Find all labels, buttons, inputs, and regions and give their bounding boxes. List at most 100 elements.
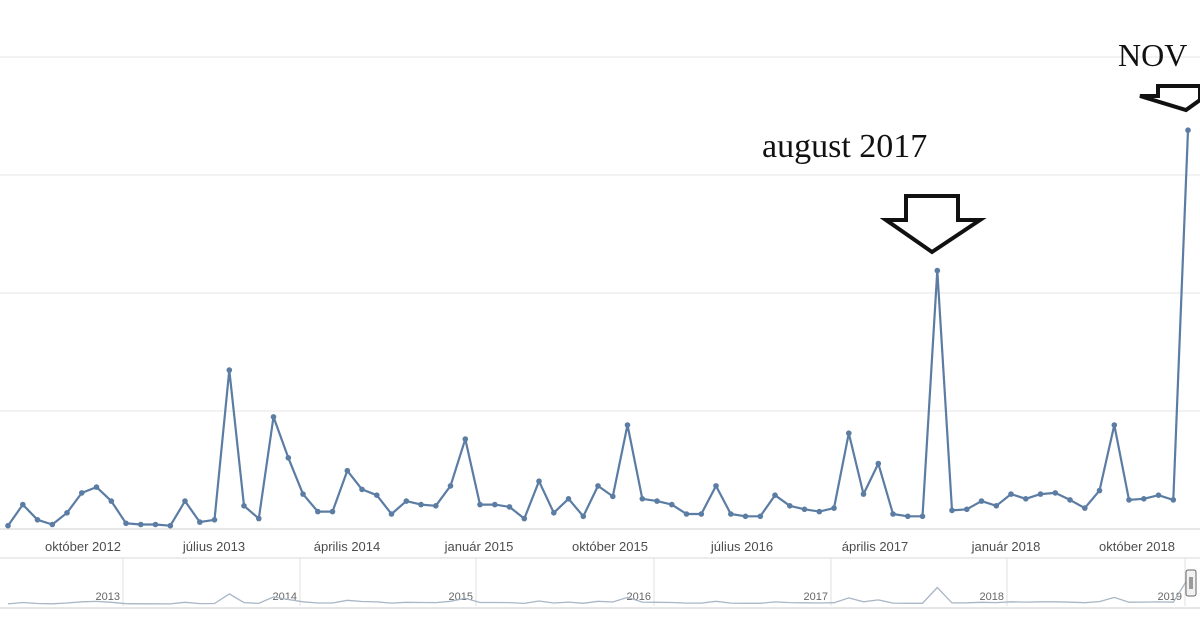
data-point xyxy=(580,513,587,520)
data-point xyxy=(551,510,557,516)
data-point xyxy=(34,517,41,523)
navigator[interactable]: 2013 2014 2015 2016 2017 2018 2019 xyxy=(0,557,1200,610)
data-point xyxy=(919,513,926,520)
data-point xyxy=(698,511,705,517)
data-point xyxy=(610,493,616,500)
data-point xyxy=(1096,487,1103,494)
data-point xyxy=(492,501,498,508)
annotation-nov: NOV xyxy=(1118,37,1200,113)
data-point xyxy=(934,267,941,274)
down-arrow-icon xyxy=(1139,84,1200,113)
x-tick-label: július 2016 xyxy=(710,539,773,554)
data-point xyxy=(654,498,660,504)
data-point xyxy=(1023,496,1029,502)
data-point xyxy=(182,498,188,504)
data-point xyxy=(315,508,321,515)
data-point xyxy=(536,478,542,485)
navigator-year-label: 2018 xyxy=(980,591,1004,603)
x-tick-label: január 2015 xyxy=(444,539,514,554)
grid-lines xyxy=(0,56,1200,412)
data-point xyxy=(831,505,837,511)
navigator-series-line xyxy=(7,578,1189,605)
data-point xyxy=(270,414,277,420)
data-point xyxy=(1155,492,1162,499)
data-point xyxy=(521,515,528,522)
x-tick-label: július 2013 xyxy=(182,539,245,554)
data-point xyxy=(624,422,631,428)
data-point xyxy=(108,498,115,504)
data-point xyxy=(152,521,159,528)
data-point xyxy=(1111,422,1118,428)
data-point xyxy=(138,521,144,528)
data-point xyxy=(418,501,424,508)
data-point xyxy=(595,483,601,489)
data-point xyxy=(329,508,336,515)
data-point xyxy=(433,503,439,509)
data-point xyxy=(20,501,26,508)
annotation-august-2017-text: august 2017 xyxy=(762,128,927,165)
x-tick-label: október 2012 xyxy=(45,539,121,554)
data-point xyxy=(846,430,852,437)
navigator-year-label: 2013 xyxy=(96,591,120,603)
data-point xyxy=(167,522,174,529)
data-point xyxy=(801,506,808,513)
data-point xyxy=(226,367,233,373)
data-point xyxy=(757,513,764,520)
data-point xyxy=(1082,505,1088,511)
data-point xyxy=(462,436,469,442)
down-arrow-icon xyxy=(879,194,987,255)
x-tick-label: április 2014 xyxy=(314,539,381,554)
annotation-august-2017: august 2017 xyxy=(762,128,987,255)
data-point xyxy=(728,511,734,517)
data-point xyxy=(1185,127,1191,133)
data-point xyxy=(1008,491,1014,497)
x-tick-label: október 2018 xyxy=(1099,539,1175,554)
data-point xyxy=(683,511,690,517)
data-point xyxy=(197,519,203,525)
data-point xyxy=(49,521,56,528)
navigator-year-dividers xyxy=(122,558,1186,606)
data-point xyxy=(816,508,823,515)
data-point xyxy=(742,513,749,520)
data-point xyxy=(285,455,292,461)
data-point xyxy=(5,522,11,529)
series-line xyxy=(7,130,1190,527)
data-point xyxy=(477,501,483,508)
data-point xyxy=(241,503,247,509)
data-point xyxy=(1170,497,1177,503)
data-point xyxy=(403,498,410,504)
data-point xyxy=(359,486,365,493)
data-point xyxy=(93,484,100,490)
data-point xyxy=(964,506,970,513)
data-point xyxy=(978,498,985,504)
data-point xyxy=(79,490,85,496)
navigator-range-handle[interactable] xyxy=(1185,569,1197,597)
navigator-year-label: 2016 xyxy=(627,591,651,603)
x-tick-label: január 2018 xyxy=(971,539,1041,554)
data-point xyxy=(949,507,955,514)
data-point xyxy=(860,491,867,497)
data-point xyxy=(506,504,513,510)
data-point xyxy=(787,503,793,509)
data-point xyxy=(713,483,719,489)
data-point xyxy=(1141,496,1147,502)
series-points xyxy=(5,127,1191,529)
data-point xyxy=(1067,497,1073,503)
data-point xyxy=(993,503,1000,509)
data-point xyxy=(123,520,129,527)
data-point xyxy=(344,467,351,474)
data-point xyxy=(905,513,911,520)
data-point xyxy=(64,510,70,516)
x-axis-labels: október 2012 július 2013 április 2014 januá… xyxy=(45,539,1175,554)
data-point xyxy=(211,517,218,523)
data-point xyxy=(388,511,395,517)
navigator-year-label: 2019 xyxy=(1158,591,1182,603)
x-tick-label: október 2015 xyxy=(572,539,648,554)
data-point xyxy=(890,511,896,517)
data-point xyxy=(255,515,262,522)
annotation-nov-text: NOV xyxy=(1118,37,1187,73)
x-tick-label: április 2017 xyxy=(842,539,909,554)
data-point xyxy=(374,492,380,499)
data-point xyxy=(565,496,572,502)
